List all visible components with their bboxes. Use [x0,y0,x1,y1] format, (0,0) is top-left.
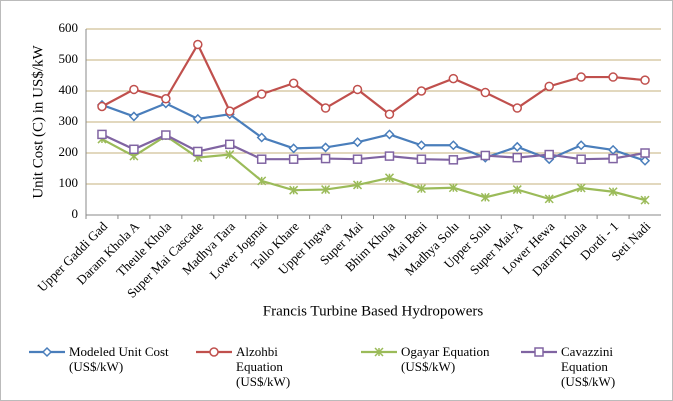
marker [480,150,491,161]
marker [448,73,459,84]
marker [257,176,267,186]
y-tick-label: 100 [59,175,79,190]
marker [384,151,395,161]
marker [640,75,650,85]
marker [640,148,650,158]
legend-label: Cavazzini Equation (US$/kW) [561,344,616,389]
x-axis-title: Francis Turbine Based Hydropowers [263,303,484,319]
marker [448,140,459,151]
marker [608,72,618,82]
marker [448,155,459,165]
marker [576,140,587,151]
marker [384,109,395,119]
marker [97,101,107,112]
marker [161,130,171,140]
marker [608,153,618,164]
marker [352,180,363,190]
marker [576,154,586,164]
legend-label: Modeled Unit Cost (US$/kW) [69,344,169,374]
marker [544,194,554,204]
marker [320,142,331,153]
series [97,39,650,119]
marker [289,185,299,195]
marker [374,347,384,357]
marker [193,146,203,157]
legend-key [361,347,397,357]
marker [192,113,203,124]
y-tick-label: 300 [59,113,79,128]
series [97,129,650,165]
y-tick-label: 200 [59,144,79,159]
marker [320,153,331,164]
marker [161,94,171,104]
marker [321,185,331,195]
marker [448,183,458,193]
marker [352,137,363,148]
marker [193,39,203,50]
marker [288,154,299,164]
marker [512,103,522,113]
marker [544,149,554,160]
y-tick-label: 0 [72,206,79,221]
marker [512,152,522,163]
legend-label: Alzohbi Equation (US$/kW) [236,344,291,389]
marker [384,173,395,183]
marker [416,86,427,96]
marker [352,84,363,95]
y-axis-title: Unit Cost (C) in US$/kW [30,44,46,198]
marker [288,143,299,154]
marker [639,155,651,166]
marker [225,139,235,150]
marker [129,84,139,95]
marker [288,78,299,88]
marker [416,154,427,164]
marker [352,154,363,164]
marker [209,347,219,357]
y-tick-label: 600 [59,20,79,35]
legend-label: Ogayar Equation (US$/kW) [401,344,490,374]
marker [129,144,139,155]
marker [576,72,586,82]
series-line [101,134,646,202]
marker [256,89,267,99]
marker [480,192,490,202]
marker [41,346,53,358]
series [96,98,651,166]
marker [225,106,235,116]
y-tick-label: 500 [59,51,79,66]
legend-key [29,346,65,358]
marker [608,187,618,197]
series-line [101,42,646,116]
marker [97,129,107,140]
marker [256,132,267,143]
y-tick-label: 400 [59,82,79,97]
marker [544,81,554,92]
marker [534,347,544,357]
marker [128,111,139,122]
series [97,131,650,205]
marker [416,140,427,151]
marker [512,141,523,152]
marker [320,103,331,113]
marker [640,195,650,205]
legend-key [521,347,557,357]
marker [256,154,267,164]
marker [480,87,491,98]
marker [225,150,235,160]
marker [512,185,522,195]
marker [576,183,586,193]
series-line [101,102,646,162]
marker [384,129,395,140]
marker [416,184,426,194]
legend-key [196,347,232,357]
series-line [101,133,646,161]
